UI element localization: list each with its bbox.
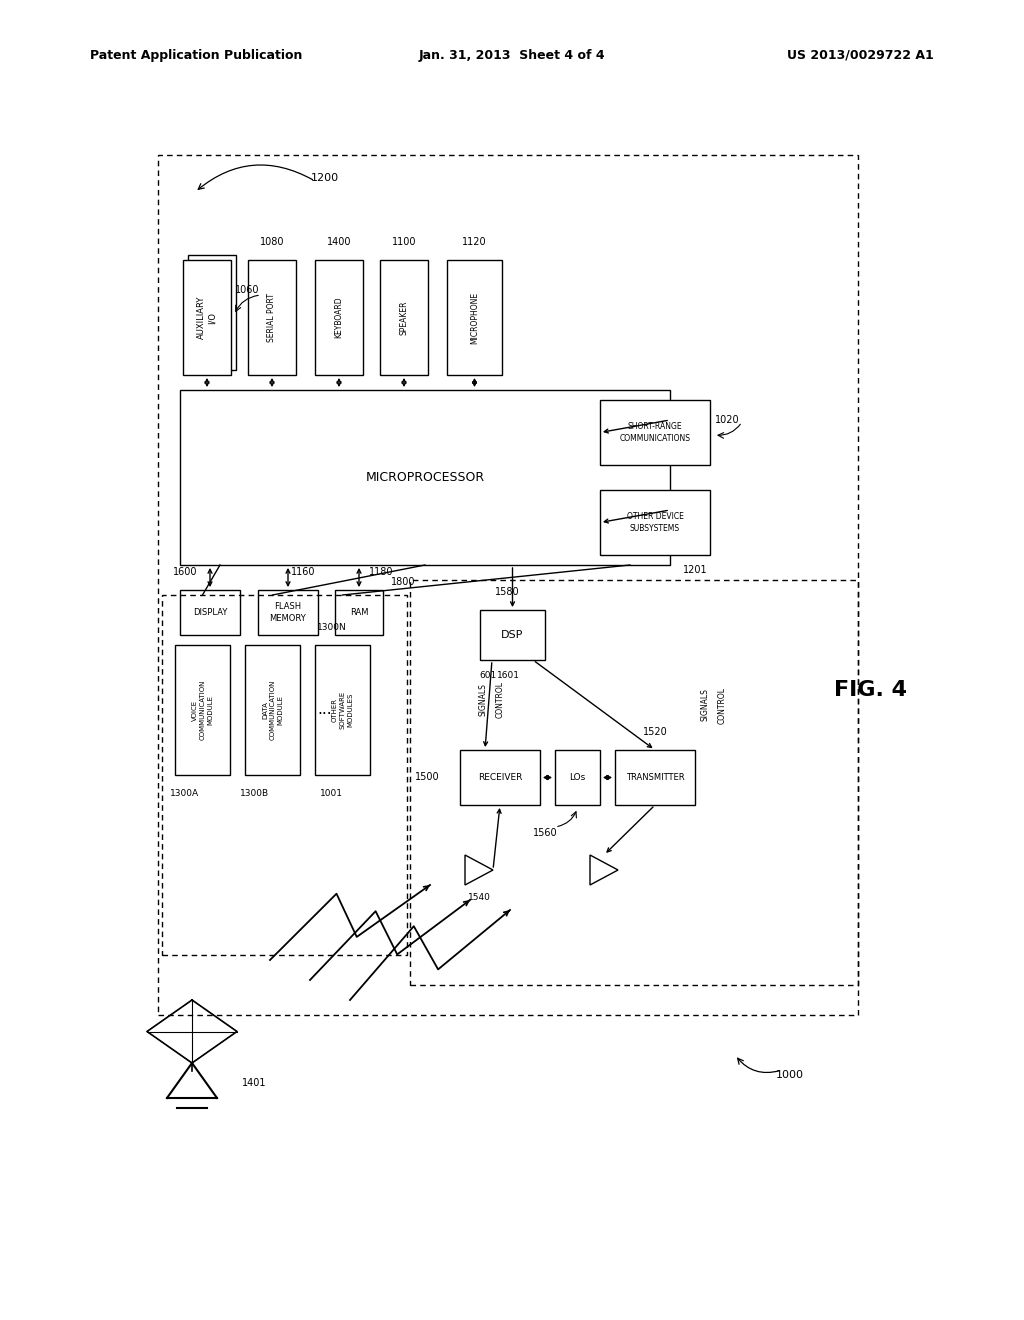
Text: 1200: 1200 <box>311 173 339 183</box>
Text: 1000: 1000 <box>776 1071 804 1080</box>
Bar <box>480 610 545 660</box>
Text: Patent Application Publication: Patent Application Publication <box>90 49 302 62</box>
Text: DISPLAY: DISPLAY <box>193 609 227 616</box>
Text: RAM: RAM <box>350 609 369 616</box>
Text: KEYBOARD: KEYBOARD <box>335 297 343 338</box>
Bar <box>380 260 428 375</box>
Text: CONTROL: CONTROL <box>718 686 726 723</box>
Text: 1400: 1400 <box>327 238 351 247</box>
Text: 1080: 1080 <box>260 238 285 247</box>
Text: 1300A: 1300A <box>170 788 199 797</box>
Text: 1300B: 1300B <box>240 788 269 797</box>
Text: 1800: 1800 <box>391 577 416 587</box>
Bar <box>447 260 502 375</box>
Text: 601: 601 <box>479 671 497 680</box>
Text: Jan. 31, 2013  Sheet 4 of 4: Jan. 31, 2013 Sheet 4 of 4 <box>419 49 605 62</box>
Text: LOs: LOs <box>569 774 586 781</box>
Text: VOICE
COMMUNICATION
MODULE: VOICE COMMUNICATION MODULE <box>193 680 213 741</box>
Text: AUXILIARY
I/O: AUXILIARY I/O <box>197 296 217 339</box>
Bar <box>335 590 383 635</box>
Bar <box>245 645 300 775</box>
Text: 1100: 1100 <box>392 238 416 247</box>
Text: 1060: 1060 <box>234 285 259 294</box>
Text: OTHER DEVICE
SUBSYSTEMS: OTHER DEVICE SUBSYSTEMS <box>627 512 683 532</box>
Text: 1180: 1180 <box>369 568 393 577</box>
Bar <box>615 750 695 805</box>
Text: SERIAL PORT: SERIAL PORT <box>267 293 276 342</box>
Bar <box>162 595 407 954</box>
Text: DSP: DSP <box>502 630 523 640</box>
Text: 1120: 1120 <box>462 238 486 247</box>
Bar <box>600 490 710 554</box>
Text: 1601: 1601 <box>497 671 519 680</box>
Bar <box>315 260 362 375</box>
Bar <box>175 645 230 775</box>
Text: MICROPROCESSOR: MICROPROCESSOR <box>366 471 484 484</box>
Text: 1560: 1560 <box>532 828 557 838</box>
Text: CONTROL: CONTROL <box>496 681 505 718</box>
Text: SPEAKER: SPEAKER <box>399 300 409 335</box>
Text: 1540: 1540 <box>468 892 490 902</box>
Text: MICROPHONE: MICROPHONE <box>470 292 479 343</box>
Text: 1201: 1201 <box>683 565 708 576</box>
Bar <box>180 590 240 635</box>
Text: OTHER
SOFTWARE
MODULES: OTHER SOFTWARE MODULES <box>332 690 353 729</box>
Bar <box>188 255 236 370</box>
Bar <box>183 260 231 375</box>
Text: SIGNALS: SIGNALS <box>478 684 487 717</box>
Text: ...: ... <box>317 702 333 718</box>
Bar <box>258 590 318 635</box>
Polygon shape <box>590 855 618 884</box>
Text: DATA
COMMUNICATION
MODULE: DATA COMMUNICATION MODULE <box>262 680 283 741</box>
Text: 1580: 1580 <box>496 587 520 597</box>
Text: 1500: 1500 <box>416 772 440 783</box>
Bar <box>180 389 670 565</box>
Text: 1401: 1401 <box>242 1078 266 1088</box>
Text: 1600: 1600 <box>173 568 198 577</box>
Text: RECEIVER: RECEIVER <box>478 774 522 781</box>
Polygon shape <box>465 855 493 884</box>
Text: US 2013/0029722 A1: US 2013/0029722 A1 <box>787 49 934 62</box>
Text: 1001: 1001 <box>319 788 343 797</box>
Text: FLASH
MEMORY: FLASH MEMORY <box>269 602 306 623</box>
Text: FIG. 4: FIG. 4 <box>834 680 906 700</box>
Bar <box>410 579 858 985</box>
Bar <box>460 750 540 805</box>
Bar <box>158 154 858 1015</box>
Bar <box>555 750 600 805</box>
Text: 1160: 1160 <box>291 568 315 577</box>
Bar <box>315 645 370 775</box>
Bar <box>600 400 710 465</box>
Text: 1520: 1520 <box>643 727 668 737</box>
Bar <box>248 260 296 375</box>
Text: SIGNALS: SIGNALS <box>700 689 710 722</box>
Text: 1020: 1020 <box>715 414 739 425</box>
Text: SHORT-RANGE
COMMUNICATIONS: SHORT-RANGE COMMUNICATIONS <box>620 422 690 442</box>
Text: TRANSMITTER: TRANSMITTER <box>626 774 684 781</box>
Text: 1300N: 1300N <box>317 623 347 631</box>
